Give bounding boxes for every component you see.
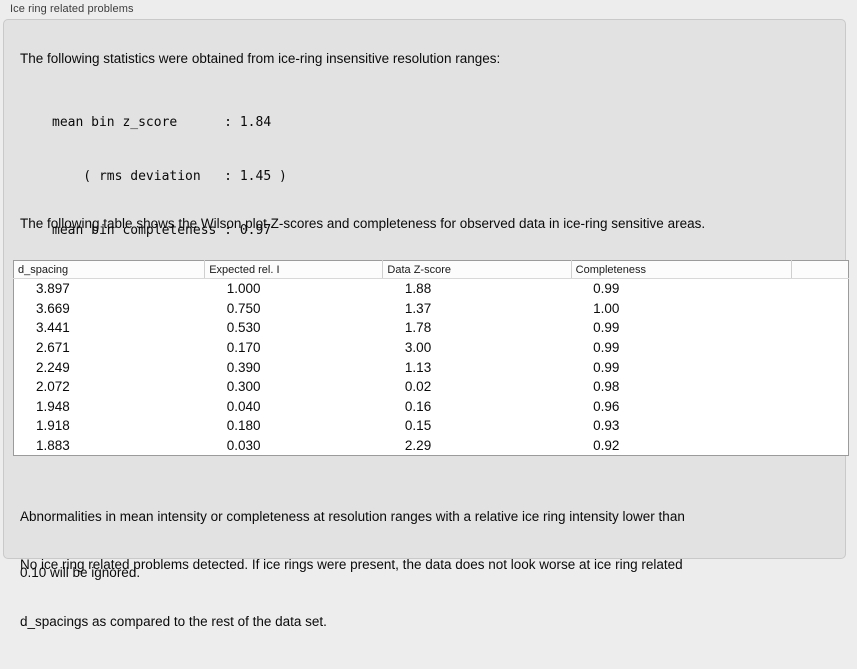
- table-row[interactable]: 1.883 0.030 2.29 0.92: [14, 436, 849, 456]
- table-cell: 0.99: [593, 320, 620, 336]
- table-cell: 0.750: [226, 300, 261, 316]
- table-cell-empty: [791, 299, 848, 319]
- table-cell: 1.918: [36, 418, 70, 434]
- table-row[interactable]: 2.249 0.390 1.13 0.99: [14, 357, 849, 377]
- table-cell: 3.00: [404, 340, 432, 356]
- column-header-d-spacing[interactable]: d_spacing: [13, 260, 206, 279]
- table-cell: 1.883: [36, 438, 70, 454]
- column-header-data-z-score[interactable]: Data Z-score: [382, 260, 572, 279]
- table-row[interactable]: 1.918 0.180 0.15 0.93: [14, 416, 849, 436]
- ice-ring-panel: The following statistics were obtained f…: [3, 19, 849, 629]
- column-header-completeness[interactable]: Completeness: [571, 260, 792, 279]
- conclusion-line: d_spacings as compared to the rest of th…: [20, 614, 327, 629]
- table-cell-empty: [791, 416, 848, 436]
- table-cell: 3.897: [36, 281, 70, 297]
- table-cell: 0.98: [593, 379, 620, 395]
- stat-z-score-rms-deviation: ( rms deviation : 1.45 ): [52, 169, 287, 184]
- table-cell: 1.78: [404, 320, 432, 336]
- table-cell: 3.441: [36, 320, 70, 336]
- intro-text: The following statistics were obtained f…: [20, 51, 501, 66]
- table-cell: 0.99: [593, 340, 620, 356]
- table-cell-empty: [791, 377, 848, 397]
- stat-mean-bin-completeness: mean bin completeness : 0.97: [52, 223, 272, 238]
- table-row[interactable]: 2.671 0.170 3.00 0.99: [14, 338, 849, 358]
- table-cell: 0.030: [226, 438, 261, 454]
- table-cell: 0.92: [593, 438, 620, 454]
- table-row[interactable]: 3.897 1.000 1.88 0.99: [14, 279, 849, 299]
- conclusion-line: No ice ring related problems detected. I…: [20, 557, 683, 572]
- description-line: The following table shows the Wilson plo…: [20, 216, 706, 231]
- table-cell: 0.040: [226, 398, 261, 414]
- table-cell: 0.180: [226, 418, 261, 434]
- table-cell: 3.669: [36, 300, 70, 316]
- table-cell-empty: [791, 338, 848, 358]
- table-cell: 2.072: [36, 379, 70, 395]
- table-cell-empty: [791, 279, 848, 299]
- table-cell: 1.000: [226, 281, 261, 297]
- table-header-row: d_spacing Expected rel. I Data Z-score C…: [13, 260, 849, 279]
- table-cell: 2.249: [36, 359, 70, 375]
- stat-mean-bin-z-score: mean bin z_score : 1.84: [52, 115, 272, 130]
- ice-ring-table: d_spacing Expected rel. I Data Z-score C…: [13, 260, 849, 457]
- table-cell: 1.13: [404, 359, 432, 375]
- table-cell: 2.671: [36, 340, 70, 356]
- column-header-empty: [791, 260, 849, 279]
- table-cell-empty: [791, 436, 848, 456]
- table-cell: 0.99: [593, 281, 620, 297]
- table-cell: 1.88: [404, 281, 432, 297]
- table-cell: 0.93: [593, 418, 620, 434]
- table-cell: 0.15: [404, 418, 432, 434]
- column-header-expected-rel-i[interactable]: Expected rel. I: [204, 260, 384, 279]
- table-cell: 0.16: [404, 398, 432, 414]
- table-cell-empty: [791, 397, 848, 417]
- table-cell: 0.530: [226, 320, 261, 336]
- table-cell-empty: [791, 357, 848, 377]
- table-row[interactable]: 1.948 0.040 0.16 0.96: [14, 397, 849, 417]
- table-row[interactable]: 3.669 0.750 1.37 1.00: [14, 299, 849, 319]
- table-cell: 0.170: [226, 340, 261, 356]
- table-cell-empty: [791, 318, 848, 338]
- table-cell: 0.300: [226, 379, 261, 395]
- note-line: Abnormalities in mean intensity or compl…: [20, 509, 685, 524]
- table-cell: 1.37: [404, 300, 432, 316]
- table-cell: 1.948: [36, 398, 70, 414]
- conclusion-text: No ice ring related problems detected. I…: [20, 517, 683, 669]
- table-cell: 1.00: [593, 300, 620, 316]
- table-cell: 0.99: [593, 359, 620, 375]
- table-cell: 0.390: [226, 359, 261, 375]
- table-row[interactable]: 2.072 0.300 0.02 0.98: [14, 377, 849, 397]
- table-cell: 0.02: [404, 379, 432, 395]
- table-row[interactable]: 3.441 0.530 1.78 0.99: [14, 318, 849, 338]
- panel-title: Ice ring related problems: [10, 3, 134, 15]
- table-cell: 2.29: [404, 438, 432, 454]
- table-cell: 0.96: [593, 398, 620, 414]
